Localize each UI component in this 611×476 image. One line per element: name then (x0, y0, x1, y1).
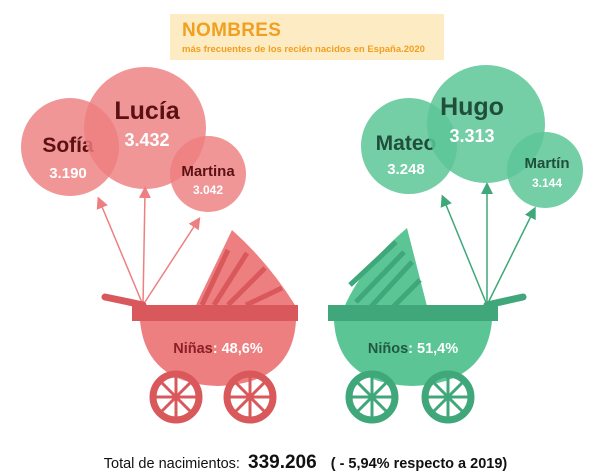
boys-wheel-left (345, 370, 399, 424)
girls-stroller-percent: 48,6% (222, 341, 263, 357)
balloon-hugo-value: 3.313 (449, 126, 494, 146)
boys-stroller: Niños: 51,4% (328, 228, 527, 424)
svg-text:Niños: 51,4%: Niños: 51,4% (368, 341, 458, 357)
girls-strings (96, 186, 201, 306)
balloon-martina-name: Martina (181, 163, 235, 180)
total-births: 339.206 (248, 452, 317, 473)
boys-strings (440, 182, 536, 306)
footer: Total de nacimientos: 339.206 ( - 5,94% … (0, 452, 611, 474)
page-title: NOMBRES (182, 20, 282, 41)
balloon-martina-value: 3.042 (193, 183, 223, 197)
girls-wheel-left (149, 370, 203, 424)
balloon-sofia-value: 3.190 (49, 165, 87, 182)
balloon-lucia-value: 3.432 (124, 130, 169, 150)
footer-label: Total de nacimientos: (103, 456, 240, 472)
svg-text:Niñas: 48,6%: Niñas: 48,6% (173, 341, 263, 357)
balloon-martin-value: 3.144 (532, 176, 562, 190)
girls-wheel-right (223, 370, 277, 424)
balloon-martin-name: Martín (525, 155, 570, 172)
title-box: NOMBRES más frecuentes de los recién nac… (170, 14, 444, 60)
girls-stroller-label: Niñas (173, 341, 213, 357)
balloon-mateo-name: Mateo (376, 132, 437, 155)
balloon-sofia-name: Sofía (42, 134, 94, 157)
boys-stroller-percent: 51,4% (417, 341, 458, 357)
page-subtitle: más frecuentes de los recién nacidos en … (182, 44, 425, 55)
boys-wheel-right (421, 370, 475, 424)
balloon-martina: Martina 3.042 (170, 136, 246, 212)
boys-stroller-label: Niños (368, 341, 408, 357)
girls-stroller: Niñas: 48,6% (101, 230, 298, 424)
balloon-hugo-name: Hugo (440, 93, 504, 121)
balloon-martin: Martín 3.144 (507, 132, 583, 208)
balloon-mateo-value: 3.248 (387, 161, 425, 178)
balloon-lucia-name: Lucía (114, 97, 180, 125)
change-vs-2019: ( - 5,94% respecto a 2019) (330, 456, 508, 472)
